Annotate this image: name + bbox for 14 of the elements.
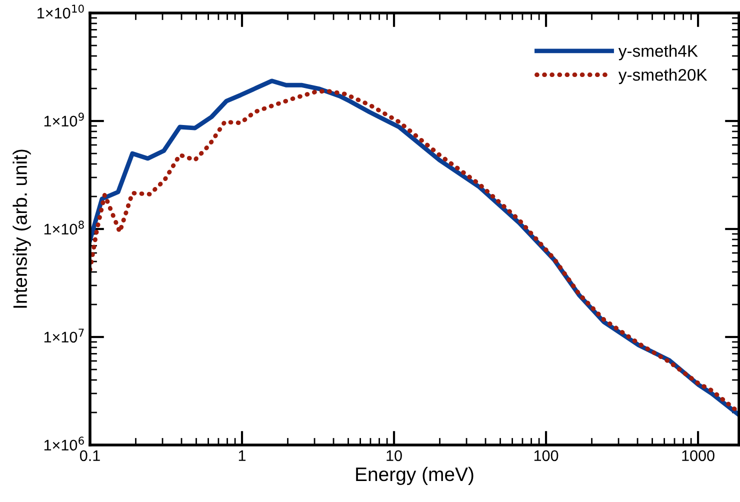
legend-label: y-smeth4K	[618, 44, 698, 60]
x-tick-label: 100	[534, 450, 558, 462]
y-tick-label: 1×10$^{10}$	[38, 4, 84, 19]
x-tick-label: 1000	[682, 450, 714, 462]
y-tick-label: 1×10$^{7}$	[44, 328, 84, 343]
y-tick-label: 1×10$^{6}$	[44, 436, 84, 451]
y-tick-label: 1×10$^{8}$	[44, 220, 84, 235]
y-axis-title: Intensity (arb. unit)	[12, 150, 31, 308]
x-axis-title: Energy (meV)	[356, 466, 474, 486]
x-tick-label: 0.1	[80, 450, 100, 462]
y-tick-label: 1×10$^{9}$	[44, 112, 84, 127]
legend-label: y-smeth20K	[618, 68, 708, 84]
x-tick-label: 10	[386, 450, 402, 462]
x-tick-label: 1	[238, 450, 246, 461]
